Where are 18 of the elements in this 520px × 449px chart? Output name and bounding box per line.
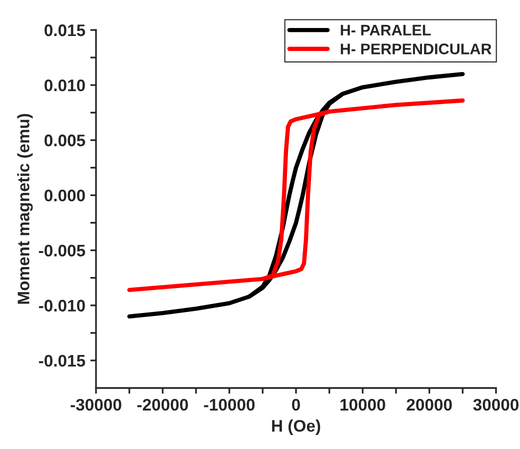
x-tick-label: 0 xyxy=(292,398,300,411)
x-tick-label: -30000 xyxy=(70,398,122,411)
x-tick-label: 30000 xyxy=(473,398,518,411)
x-tick-label: 10000 xyxy=(340,398,386,411)
x-tick-label: -10000 xyxy=(204,398,255,411)
x-tick-label: -20000 xyxy=(137,398,188,411)
y-tick-label: -0.005 xyxy=(38,244,86,257)
y-tick-label: 0.000 xyxy=(44,190,85,202)
y-axis-title: Moment magnetic (emu) xyxy=(17,114,33,304)
y-tick-label: 0.005 xyxy=(44,134,86,146)
y-tick-label: -0.015 xyxy=(38,354,86,367)
x-tick-label: 20000 xyxy=(406,398,452,411)
x-axis-title: H (Oe) xyxy=(272,420,320,436)
y-tick-label: -0.010 xyxy=(38,300,85,312)
legend-label: H- PERPENDICULAR xyxy=(340,44,492,54)
y-tick-label: 0.015 xyxy=(44,24,86,36)
legend-label: H- PARALEL xyxy=(340,24,431,36)
y-tick-label: 0.010 xyxy=(44,79,85,92)
